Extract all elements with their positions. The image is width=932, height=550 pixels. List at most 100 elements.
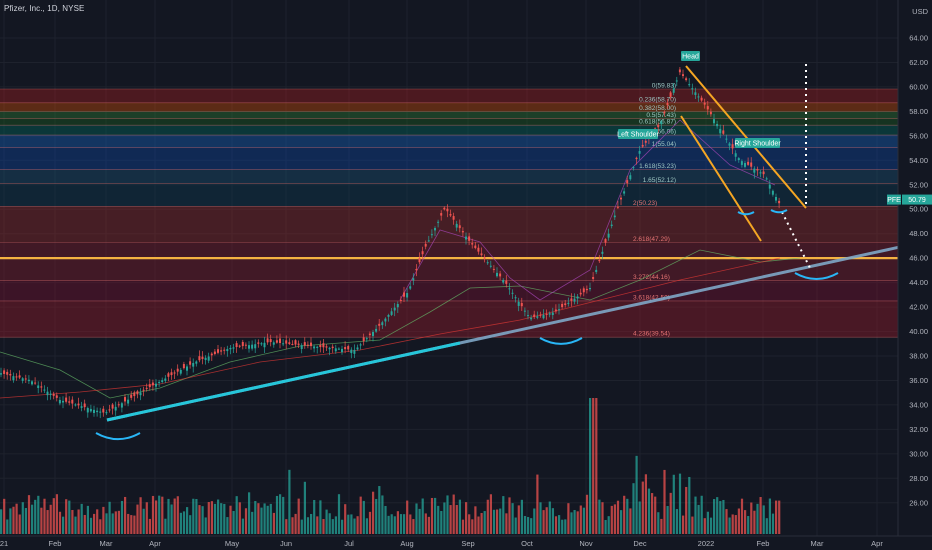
candle-body — [365, 338, 368, 340]
volume-bar — [719, 501, 722, 534]
x-tick-label: Mar — [100, 539, 113, 548]
pattern-arc — [539, 337, 583, 345]
candle-body — [142, 389, 145, 391]
volume-bar — [344, 504, 347, 534]
volume-bar — [412, 519, 415, 534]
x-tick-label: 2022 — [698, 539, 715, 548]
volume-bar — [111, 513, 114, 534]
volume-bar — [455, 505, 458, 534]
volume-bar — [21, 502, 24, 534]
candle-body — [539, 314, 542, 316]
candle-body — [427, 240, 430, 242]
volume-bar — [492, 509, 496, 534]
volume-bar — [682, 515, 685, 534]
volume-bar — [654, 496, 657, 534]
candle-body — [430, 234, 433, 236]
volume-bar — [68, 500, 71, 534]
volume-bar — [520, 499, 523, 534]
candle-body — [387, 314, 390, 317]
volume-bar — [734, 515, 737, 534]
x-tick-label: May — [225, 539, 239, 548]
fib-band — [0, 280, 898, 301]
candle-body — [505, 280, 508, 284]
volume-bar — [573, 510, 576, 534]
volume-bar — [12, 506, 15, 534]
volume-bar — [511, 503, 514, 534]
candle-body — [672, 88, 675, 93]
volume-bar — [220, 503, 223, 534]
candle-body — [579, 292, 582, 295]
volume-bar — [77, 509, 80, 534]
candle-body — [89, 408, 92, 412]
volume-bar — [260, 507, 263, 534]
ticker-tag: PFE — [887, 197, 901, 204]
volume-bar — [263, 503, 266, 534]
candle-body — [120, 403, 123, 408]
volume-bar — [499, 508, 502, 534]
fib-band — [0, 183, 898, 207]
candle-body — [127, 399, 130, 404]
candle-body — [396, 304, 399, 308]
candle-body — [768, 184, 771, 189]
candle-body — [86, 408, 89, 413]
volume-bar — [644, 474, 647, 534]
candle-body — [709, 111, 712, 115]
volume-bar — [167, 498, 170, 534]
candle-body — [344, 347, 347, 350]
candle-body — [12, 376, 15, 381]
candle-body — [592, 277, 595, 279]
candle-body — [291, 344, 294, 346]
fib-level-label: 4.236(39.54) — [633, 331, 670, 338]
volume-bar — [0, 509, 3, 534]
volume-bar — [564, 519, 567, 534]
fib-level-label: 0.382(58.00) — [639, 105, 676, 112]
volume-bar — [762, 505, 765, 534]
volume-bar — [279, 494, 282, 534]
candle-body — [551, 312, 554, 316]
volume-bar — [334, 516, 337, 534]
candle-body — [585, 288, 588, 291]
pattern-arc — [794, 272, 839, 281]
candle-body — [713, 119, 715, 124]
volume-bar — [452, 494, 455, 534]
candle-body — [722, 130, 725, 134]
candle-body — [238, 345, 241, 347]
volume-bar — [753, 510, 756, 534]
volume-bar — [703, 518, 706, 534]
candle-body — [189, 361, 192, 365]
candle-body — [254, 344, 257, 349]
volume-bar — [461, 519, 465, 534]
y-tick-label: 58.00 — [909, 107, 928, 116]
volume-bar — [173, 498, 176, 534]
volume-bar — [759, 497, 762, 534]
candle-body — [164, 378, 167, 381]
candle-body — [706, 106, 709, 110]
candle-body — [452, 216, 455, 220]
x-tick-label: Jun — [280, 539, 292, 548]
volume-bar — [272, 512, 275, 534]
volume-bar — [545, 507, 548, 534]
volume-bar — [229, 505, 232, 534]
candle-body — [117, 404, 120, 406]
candle-body — [40, 386, 43, 388]
y-tick-label: 28.00 — [909, 474, 928, 483]
fib-level-label: 2.618(47.29) — [633, 236, 670, 243]
candle-body — [440, 213, 443, 216]
volume-bar — [675, 509, 678, 534]
x-tick-label: Feb — [757, 539, 770, 548]
candle-body — [173, 372, 176, 374]
volume-bar — [310, 513, 313, 534]
volume-bar — [350, 514, 353, 534]
candle-body — [564, 303, 567, 306]
volume-bar — [254, 500, 257, 534]
volume-bar — [130, 515, 133, 534]
moving-average-1 — [0, 249, 801, 399]
volume-bar — [217, 499, 220, 534]
candle-body — [114, 406, 117, 411]
volume-bar — [440, 510, 443, 534]
volume-bar — [489, 494, 492, 534]
volume-bar — [207, 502, 210, 534]
y-tick-label: 46.00 — [909, 254, 928, 263]
